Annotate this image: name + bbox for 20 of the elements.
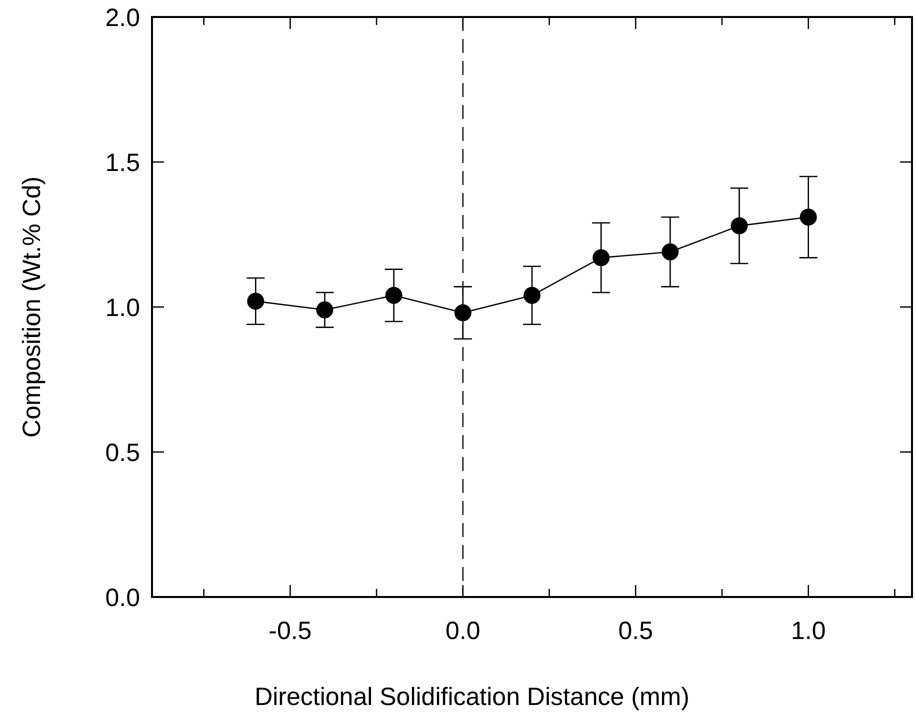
- y-tick-label: 2.0: [105, 4, 140, 32]
- x-tick-label: 1.0: [790, 617, 826, 645]
- point: [247, 292, 264, 310]
- point: [730, 217, 748, 234]
- y-tick-label: 0.5: [105, 438, 140, 467]
- x-tick-label: 0.5: [618, 617, 654, 645]
- y-axis-title: Composition (Wt.% Cd): [18, 176, 46, 438]
- x-tick-label: -0.5: [268, 617, 312, 645]
- x-tick-label: 0.0: [446, 617, 480, 645]
- point: [316, 301, 334, 318]
- x-axis-title: Directional Solidification Distance (mm): [254, 683, 690, 711]
- point: [592, 249, 610, 266]
- y-tick-label: 1.5: [105, 148, 140, 177]
- point: [524, 286, 540, 304]
- point: [454, 304, 472, 322]
- point: [662, 243, 679, 260]
- y-tick-label: 1.0: [105, 294, 140, 322]
- point: [800, 208, 817, 226]
- point: [385, 286, 402, 304]
- y-tick-label: 0.0: [105, 584, 140, 612]
